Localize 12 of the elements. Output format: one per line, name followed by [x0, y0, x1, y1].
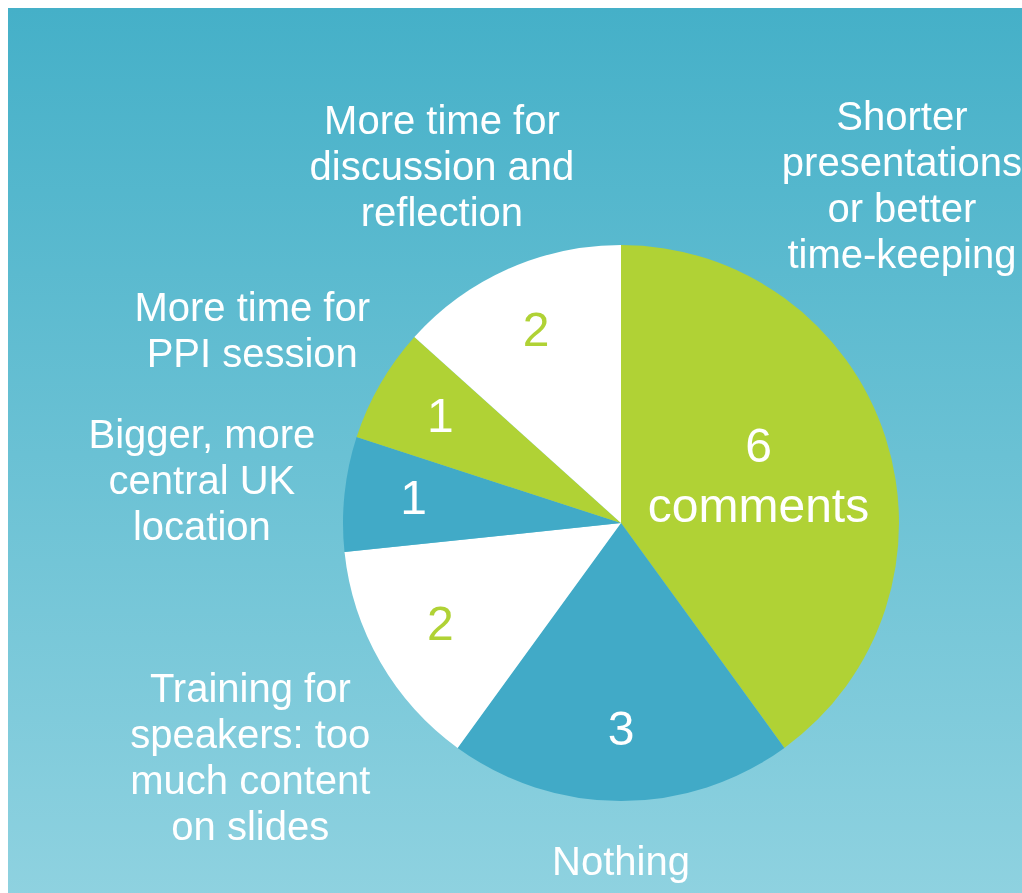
data-label: 3 [607, 701, 635, 755]
data-label: 6 comments [647, 418, 870, 532]
data-label: 2 [427, 597, 454, 651]
slice-label: Bigger, more central UK location [88, 411, 316, 548]
slice-label: Shorter presentations or better time-keeping [781, 94, 1022, 277]
data-label: 1 [427, 388, 454, 442]
data-label: 2 [522, 302, 550, 356]
slice-label: More time for PPI session [134, 285, 371, 376]
slice-label: Training for speakers: too much content on slides [130, 666, 371, 849]
slice-label: Nothing [552, 839, 690, 884]
data-label: 1 [400, 471, 427, 525]
slice-label: More time for discussion and reflection [309, 98, 575, 235]
